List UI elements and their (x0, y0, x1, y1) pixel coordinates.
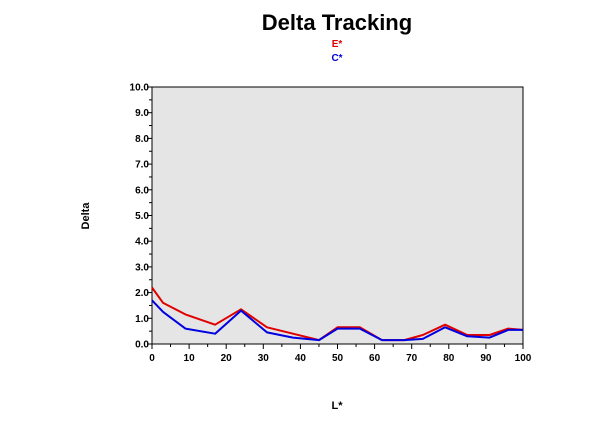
x-tick-label: 100 (515, 353, 532, 364)
x-tick-label: 20 (221, 353, 233, 364)
x-tick-label: 0 (149, 353, 155, 364)
legend: E* C* (331, 39, 342, 64)
x-tick-label: 50 (332, 353, 344, 364)
y-tick-label: 4.0 (135, 237, 149, 248)
y-tick-label: 7.0 (135, 160, 149, 171)
x-axis: 0 10 20 30 40 50 60 70 80 90 100 (149, 344, 532, 364)
y-tick-label: 9.0 (135, 108, 149, 119)
y-tick-label: 8.0 (135, 134, 149, 145)
chart-title: Delta Tracking (262, 10, 412, 35)
x-tick-label: 80 (443, 353, 455, 364)
x-tick-label: 90 (480, 353, 492, 364)
y-axis-label: Delta (80, 202, 92, 230)
x-tick-label: 40 (295, 353, 307, 364)
x-tick-label: 70 (406, 353, 418, 364)
y-tick-label: 10.0 (130, 83, 150, 94)
y-tick-label: 1.0 (135, 314, 149, 325)
y-tick-label: 6.0 (135, 185, 149, 196)
y-tick-label: 3.0 (135, 262, 149, 273)
x-axis-label: L* (332, 400, 344, 412)
x-tick-label: 60 (369, 353, 381, 364)
legend-entry: E* (332, 39, 343, 50)
series-layer (151, 286, 524, 342)
y-tick-label: 2.0 (135, 288, 149, 299)
x-tick-label: 30 (258, 353, 270, 364)
series-line-c-star (151, 299, 523, 342)
y-tick-label: 0.0 (135, 340, 149, 351)
x-tick-label: 10 (184, 353, 196, 364)
y-tick-label: 5.0 (135, 211, 149, 222)
series-line-e-star (151, 286, 524, 342)
legend-entry: C* (331, 53, 342, 64)
y-axis: 0.0 1.0 2.0 3.0 4.0 5.0 6.0 7.0 8.0 9.0 10.0 (130, 83, 152, 351)
plot-area (151, 86, 524, 345)
